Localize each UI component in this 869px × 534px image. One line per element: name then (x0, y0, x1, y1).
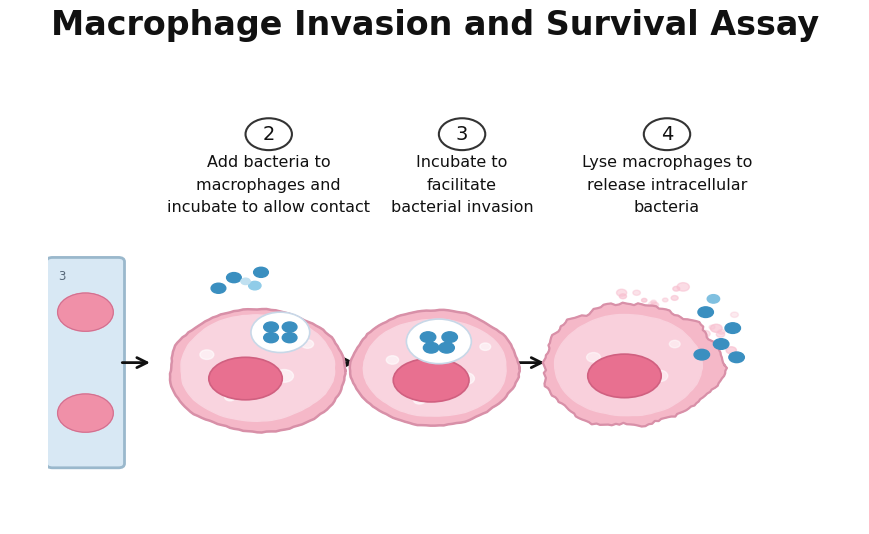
Circle shape (607, 339, 617, 345)
Circle shape (713, 339, 728, 349)
Circle shape (634, 358, 639, 362)
Circle shape (616, 314, 621, 317)
Circle shape (728, 352, 744, 363)
Circle shape (413, 396, 425, 404)
Circle shape (643, 118, 689, 150)
Polygon shape (181, 315, 335, 421)
Circle shape (619, 294, 626, 299)
Polygon shape (542, 303, 726, 427)
Circle shape (386, 356, 398, 364)
FancyBboxPatch shape (46, 257, 124, 468)
Ellipse shape (209, 357, 282, 400)
Circle shape (698, 341, 703, 344)
Circle shape (57, 394, 113, 432)
Circle shape (586, 352, 600, 362)
Circle shape (632, 290, 640, 295)
Circle shape (638, 336, 643, 340)
Circle shape (710, 324, 721, 332)
Circle shape (301, 340, 313, 348)
Circle shape (650, 302, 658, 308)
Circle shape (457, 373, 474, 384)
Circle shape (661, 298, 667, 302)
Circle shape (211, 283, 226, 293)
Circle shape (672, 286, 679, 291)
Text: Incubate to
facilitate
bacterial invasion: Incubate to facilitate bacterial invasio… (390, 155, 533, 215)
Circle shape (616, 289, 626, 296)
Circle shape (249, 281, 261, 290)
Circle shape (226, 272, 241, 282)
Circle shape (241, 278, 250, 285)
Circle shape (717, 329, 724, 334)
Circle shape (676, 282, 688, 291)
Circle shape (263, 322, 278, 332)
Circle shape (423, 342, 438, 353)
Text: 3: 3 (58, 270, 65, 282)
Circle shape (715, 332, 724, 337)
Circle shape (618, 336, 630, 344)
Circle shape (406, 319, 471, 364)
Polygon shape (363, 319, 506, 416)
Circle shape (641, 363, 649, 368)
Circle shape (697, 307, 713, 318)
Circle shape (668, 340, 680, 348)
Circle shape (648, 304, 656, 309)
Circle shape (693, 349, 709, 360)
Circle shape (224, 394, 235, 401)
Circle shape (697, 350, 706, 356)
Circle shape (650, 300, 655, 304)
Circle shape (647, 301, 656, 308)
Circle shape (706, 295, 719, 303)
Circle shape (480, 343, 490, 350)
Circle shape (679, 352, 691, 360)
Polygon shape (349, 310, 519, 426)
Circle shape (245, 118, 292, 150)
Circle shape (275, 370, 293, 382)
Circle shape (611, 320, 623, 329)
Circle shape (441, 332, 457, 342)
Ellipse shape (587, 354, 660, 398)
Circle shape (603, 311, 614, 318)
Circle shape (706, 359, 712, 363)
Polygon shape (169, 309, 345, 433)
Circle shape (642, 354, 650, 359)
Text: Macrophage Invasion and Survival Assay: Macrophage Invasion and Survival Assay (51, 10, 818, 42)
Circle shape (695, 334, 703, 339)
Circle shape (726, 347, 735, 354)
Circle shape (200, 350, 214, 359)
Circle shape (724, 323, 740, 333)
Text: 2: 2 (262, 125, 275, 144)
Circle shape (263, 333, 278, 343)
Circle shape (438, 342, 454, 353)
Circle shape (254, 267, 268, 277)
Circle shape (438, 118, 485, 150)
Circle shape (693, 357, 706, 365)
Text: 3: 3 (455, 125, 468, 144)
Circle shape (670, 295, 677, 300)
Text: Add bacteria to
macrophages and
incubate to allow contact: Add bacteria to macrophages and incubate… (167, 155, 370, 215)
Text: 4: 4 (660, 125, 673, 144)
Circle shape (702, 313, 708, 317)
Circle shape (730, 312, 738, 317)
Circle shape (708, 325, 714, 329)
Circle shape (57, 293, 113, 331)
Ellipse shape (393, 358, 468, 402)
Circle shape (682, 359, 692, 366)
Circle shape (621, 313, 631, 320)
Circle shape (700, 331, 709, 337)
Circle shape (282, 333, 296, 343)
Circle shape (661, 347, 669, 352)
Circle shape (640, 299, 647, 302)
Polygon shape (554, 315, 701, 415)
Circle shape (250, 312, 309, 352)
Circle shape (607, 326, 614, 330)
Circle shape (282, 322, 296, 332)
Circle shape (420, 332, 435, 342)
Circle shape (650, 370, 667, 382)
Text: Lyse macrophages to
release intracellular
bacteria: Lyse macrophages to release intracellula… (581, 155, 752, 215)
Circle shape (688, 355, 697, 361)
